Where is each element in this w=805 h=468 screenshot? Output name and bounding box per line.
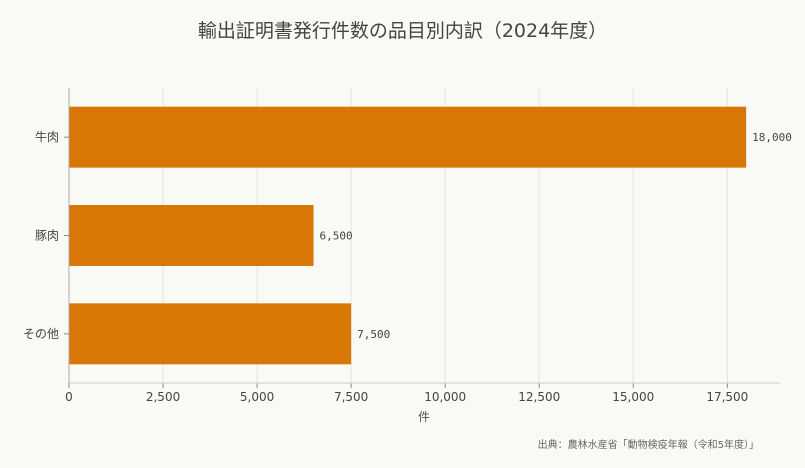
- x-tick-label: 15,000: [612, 390, 654, 404]
- chart-title: 輸出証明書発行件数の品目別内訳（2024年度）: [197, 20, 608, 42]
- x-tick-label: 2,500: [146, 390, 180, 404]
- x-tick-label: 5,000: [240, 390, 274, 404]
- data-label: 7,500: [357, 328, 390, 341]
- source-note: 出典：農林水産省「動物検疫年報（令和5年度）」: [537, 440, 759, 451]
- x-axis-title: 件: [418, 410, 430, 424]
- category-label: その他: [23, 327, 59, 341]
- data-label: 18,000: [752, 131, 792, 144]
- axes: 0 2,500 5,000 7,500 10,000 12,500 15,000 17,500…: [23, 88, 780, 404]
- x-tick-label: 0: [65, 390, 73, 404]
- x-tick-label: 17,500: [706, 390, 748, 404]
- bar: [69, 303, 352, 365]
- bar: [69, 106, 747, 168]
- bars: 18,000 6,500 7,500: [69, 106, 792, 365]
- x-tick-label: 7,500: [334, 390, 368, 404]
- category-label: 豚肉: [35, 229, 59, 243]
- x-tick-label: 10,000: [424, 390, 466, 404]
- data-label: 6,500: [320, 230, 353, 243]
- bar: [69, 205, 314, 266]
- category-label: 牛肉: [35, 129, 59, 144]
- x-tick-label: 12,500: [518, 390, 560, 404]
